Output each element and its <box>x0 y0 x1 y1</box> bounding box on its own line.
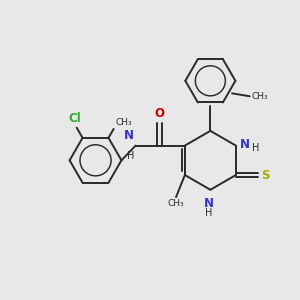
Text: N: N <box>124 129 134 142</box>
Text: O: O <box>155 107 165 120</box>
Text: CH₃: CH₃ <box>251 92 268 101</box>
Text: CH₃: CH₃ <box>116 118 133 127</box>
Text: H: H <box>205 208 213 218</box>
Text: S: S <box>262 169 270 182</box>
Text: N: N <box>239 138 249 151</box>
Text: CH₃: CH₃ <box>168 200 184 208</box>
Text: N: N <box>204 197 214 210</box>
Text: H: H <box>127 151 134 161</box>
Text: H: H <box>252 143 260 153</box>
Text: Cl: Cl <box>69 112 82 125</box>
